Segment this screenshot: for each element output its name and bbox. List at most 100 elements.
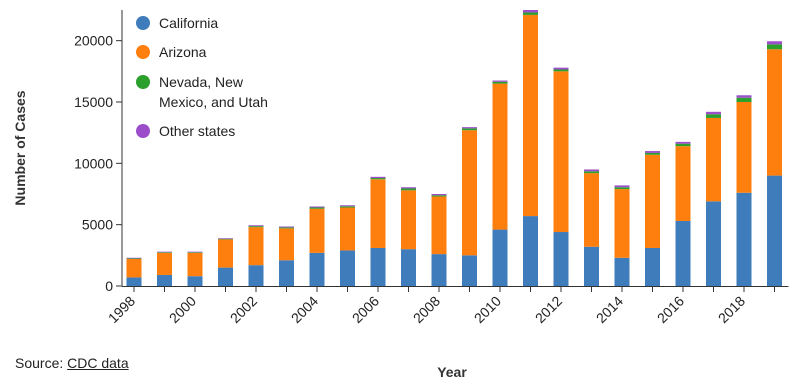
bar-segment-nevada-new-mexico-and-utah-2002 bbox=[248, 226, 264, 228]
source-prefix: Source: bbox=[15, 355, 68, 371]
bar-segment-arizona-2004 bbox=[309, 208, 325, 253]
bar-segment-nevada-new-mexico-and-utah-2016 bbox=[675, 143, 691, 147]
bar-segment-arizona-1999 bbox=[157, 252, 172, 275]
legend-label: California bbox=[159, 15, 218, 31]
x-axis-title: Year bbox=[437, 364, 467, 380]
bar-segment-other-states-2013 bbox=[584, 169, 599, 172]
bar-segment-california-2002 bbox=[248, 265, 264, 286]
bar-segment-nevada-new-mexico-and-utah-2013 bbox=[584, 171, 599, 174]
bar-segment-arizona-2010 bbox=[492, 83, 508, 230]
bar-segment-arizona-2018 bbox=[736, 102, 752, 193]
x-tick-label: 2008 bbox=[410, 293, 443, 326]
bar-segment-nevada-new-mexico-and-utah-2003 bbox=[279, 227, 294, 229]
x-tick-label: 1998 bbox=[105, 293, 138, 326]
bar-segment-california-2003 bbox=[279, 260, 294, 286]
bar-segment-other-states-2008 bbox=[431, 194, 447, 196]
bar-segment-other-states-2015 bbox=[645, 151, 660, 153]
y-tick-label: 10000 bbox=[74, 155, 113, 171]
legend-swatch bbox=[136, 124, 150, 138]
bar-segment-arizona-2016 bbox=[675, 146, 691, 221]
bar-segment-california-2004 bbox=[309, 252, 325, 286]
bar-segment-california-2000 bbox=[187, 276, 203, 286]
bar-segment-other-states-2005 bbox=[340, 205, 355, 207]
source-note: Source: CDC data bbox=[15, 355, 129, 371]
bar-segment-california-1999 bbox=[157, 274, 172, 286]
bar-segment-california-2015 bbox=[645, 247, 660, 286]
bar-segment-other-states-2001 bbox=[218, 238, 233, 239]
legend-item-nevada-new-mexico-and-utah: Nevada, New Mexico, and Utah bbox=[136, 74, 268, 110]
bar-segment-california-2006 bbox=[370, 247, 386, 286]
bar-segment-nevada-new-mexico-and-utah-2006 bbox=[370, 178, 386, 180]
x-tick-label: 2002 bbox=[227, 293, 260, 326]
legend-item-arizona: Arizona bbox=[136, 44, 207, 60]
bar-segment-arizona-2000 bbox=[187, 252, 203, 277]
bar-segment-nevada-new-mexico-and-utah-2011 bbox=[523, 12, 538, 15]
bar-segment-arizona-2012 bbox=[553, 71, 569, 233]
bar-segment-other-states-2010 bbox=[492, 80, 508, 82]
bar-segment-other-states-2014 bbox=[614, 185, 630, 188]
bar-segment-arizona-2006 bbox=[370, 179, 386, 248]
bar-segment-other-states-2016 bbox=[675, 141, 691, 144]
y-tick-label: 20000 bbox=[74, 33, 113, 49]
bar-segment-california-2010 bbox=[492, 229, 508, 286]
bar-segment-arizona-2014 bbox=[614, 189, 630, 258]
legend: California Arizona Nevada, New Mexico, and … bbox=[136, 15, 268, 139]
bar-segment-other-states-2017 bbox=[706, 111, 721, 115]
bar-segment-nevada-new-mexico-and-utah-2010 bbox=[492, 81, 508, 84]
legend-label: Arizona bbox=[159, 44, 207, 60]
bar-segment-california-2001 bbox=[218, 267, 233, 286]
x-tick-label: 2016 bbox=[654, 293, 687, 326]
bar-segment-other-states-2000 bbox=[187, 251, 203, 253]
bar-segment-nevada-new-mexico-and-utah-2015 bbox=[645, 152, 660, 155]
bar-segment-other-states-2002 bbox=[248, 225, 264, 227]
bar-segment-nevada-new-mexico-and-utah-2001 bbox=[218, 238, 233, 240]
bar-segment-other-states-2009 bbox=[462, 127, 477, 129]
bar-segment-nevada-new-mexico-and-utah-2004 bbox=[309, 207, 325, 209]
y-tick-label: 15000 bbox=[74, 94, 113, 110]
source-link[interactable]: CDC data bbox=[67, 355, 129, 371]
bar-segment-other-states-2007 bbox=[401, 187, 416, 189]
bar-segment-california-1998 bbox=[126, 277, 142, 286]
bar-segment-other-states-2018 bbox=[736, 95, 752, 98]
x-tick-label: 2018 bbox=[715, 293, 748, 326]
bar-segment-arizona-2005 bbox=[340, 207, 355, 251]
bar-segment-california-2011 bbox=[523, 216, 538, 286]
legend-swatch bbox=[136, 45, 150, 59]
bar-segment-california-2019 bbox=[767, 175, 782, 286]
legend-item-other-states: Other states bbox=[136, 123, 235, 139]
bar-segment-nevada-new-mexico-and-utah-2018 bbox=[736, 97, 752, 102]
bar-segment-california-2018 bbox=[736, 192, 752, 286]
bar-segment-arizona-2007 bbox=[401, 190, 416, 250]
bar-segment-nevada-new-mexico-and-utah-2007 bbox=[401, 188, 416, 191]
bar-segment-other-states-1998 bbox=[126, 257, 142, 259]
bar-segment-california-2013 bbox=[584, 246, 599, 286]
bar-segment-california-2007 bbox=[401, 249, 416, 286]
bar-segment-arizona-2015 bbox=[645, 154, 660, 248]
bar-segment-arizona-2009 bbox=[462, 130, 477, 256]
bar-segment-arizona-2013 bbox=[584, 173, 599, 247]
bar-segment-other-states-2003 bbox=[279, 226, 294, 228]
bar-segment-california-2014 bbox=[614, 257, 630, 286]
bar-segment-nevada-new-mexico-and-utah-2014 bbox=[614, 187, 630, 190]
x-tick-label: 2004 bbox=[288, 293, 321, 326]
x-tick-label: 2012 bbox=[532, 293, 565, 326]
bar-segment-nevada-new-mexico-and-utah-2017 bbox=[706, 114, 721, 118]
bar-segment-arizona-1998 bbox=[126, 259, 142, 278]
bar-segment-other-states-2012 bbox=[553, 67, 569, 70]
bar-segment-california-2008 bbox=[431, 254, 447, 286]
bar-segment-arizona-2001 bbox=[218, 239, 233, 268]
bar-segment-nevada-new-mexico-and-utah-2000 bbox=[187, 252, 203, 253]
bar-segment-arizona-2008 bbox=[431, 196, 447, 255]
bar-segment-arizona-2017 bbox=[706, 117, 721, 202]
bar-segment-nevada-new-mexico-and-utah-2008 bbox=[431, 195, 447, 197]
legend-label: Nevada, New Mexico, and Utah bbox=[159, 74, 268, 110]
x-tick-label: 2014 bbox=[593, 293, 626, 326]
bar-segment-nevada-new-mexico-and-utah-1999 bbox=[157, 252, 172, 253]
bar-segment-nevada-new-mexico-and-utah-2012 bbox=[553, 69, 569, 72]
bar-segment-nevada-new-mexico-and-utah-2019 bbox=[767, 44, 782, 50]
y-tick-label: 5000 bbox=[82, 217, 113, 233]
x-tick-label: 2010 bbox=[471, 293, 504, 326]
bar-segment-other-states-2006 bbox=[370, 176, 386, 179]
legend-item-california: California bbox=[136, 15, 218, 31]
